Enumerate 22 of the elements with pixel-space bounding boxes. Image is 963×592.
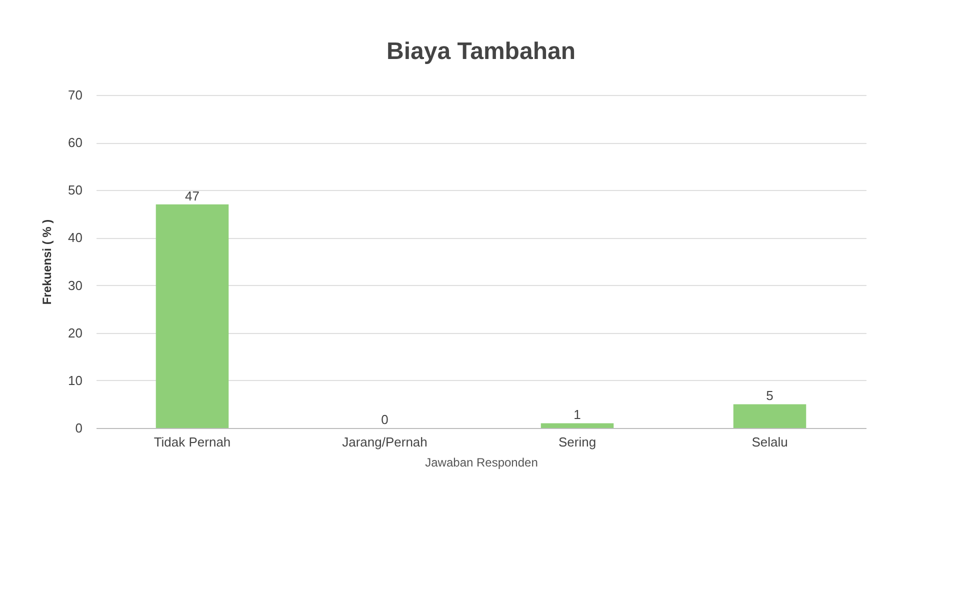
y-tick-label: 50 xyxy=(68,182,82,198)
data-label: 1 xyxy=(574,407,581,422)
x-axis-title: Jawaban Responden xyxy=(425,456,538,470)
y-tick-label: 0 xyxy=(75,420,82,436)
y-tick-label: 30 xyxy=(68,278,82,293)
y-axis-title: Frekuensi ( % ) xyxy=(40,219,54,305)
data-label: 47 xyxy=(185,188,200,204)
data-label: 0 xyxy=(381,412,388,427)
bar xyxy=(540,423,614,428)
x-tick-label: Jarang/Pernah xyxy=(342,434,428,450)
x-tick-label: Tidak Pernah xyxy=(154,434,231,450)
y-tick-label: 60 xyxy=(68,135,82,150)
y-tick-label: 70 xyxy=(68,88,82,102)
x-tick-label: Selalu xyxy=(752,434,788,450)
bar xyxy=(156,204,229,428)
y-tick-label: 10 xyxy=(68,372,82,388)
data-label: 5 xyxy=(766,388,774,404)
bar xyxy=(733,404,806,428)
y-tick-label: 20 xyxy=(68,325,82,340)
y-tick-label: 40 xyxy=(68,230,82,246)
x-tick-label: Sering xyxy=(558,434,596,450)
chart-title: Biaya Tambahan xyxy=(386,38,576,65)
